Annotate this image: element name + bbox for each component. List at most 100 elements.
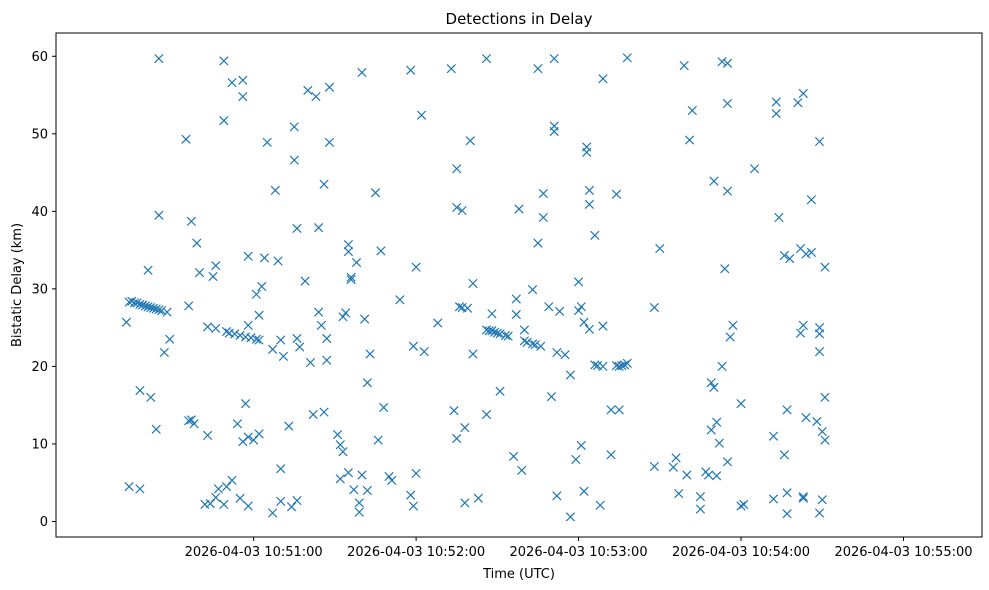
data-point [798,88,808,99]
data-point [308,409,318,420]
data-point [722,186,733,196]
data-point [232,419,243,429]
data-point [468,349,478,359]
data-point [457,205,467,216]
y-axis-ticks: 0 10 20 30 40 50 60 [31,50,56,530]
data-point [706,425,716,435]
data-point [276,496,286,506]
data-point [573,277,584,287]
data-point [305,357,316,368]
data-point [273,256,283,266]
data-point [295,342,305,352]
data-point [538,212,548,223]
data-point [582,142,592,152]
data-point [219,115,229,126]
data-point [186,415,197,425]
data-point [817,495,827,505]
data-point [530,340,540,350]
data-point [449,405,459,416]
data-point [527,339,538,349]
y-tick-label: 60 [31,50,48,65]
data-point [186,216,197,227]
data-point [536,341,546,351]
plot-area-frame [55,32,983,538]
data-point [151,304,161,314]
data-point [779,450,789,460]
data-point [238,75,248,85]
data-point [768,494,779,504]
data-point [316,320,326,330]
data-point [162,307,172,317]
data-point [622,358,632,368]
data-point [246,333,256,343]
data-point [159,347,169,358]
data-point [319,179,329,189]
data-point [227,475,237,486]
data-point [433,318,443,328]
data-point [782,405,792,415]
data-point [406,490,416,500]
data-point [254,310,264,320]
data-point [203,322,213,332]
data-point [335,474,345,484]
data-point [495,386,505,396]
data-point [709,176,719,186]
data-point [571,454,581,465]
data-point [785,254,795,264]
data-point [416,110,427,120]
data-point [552,491,562,501]
data-point [408,501,419,511]
data-point [332,430,343,440]
data-point [503,331,513,341]
data-point [121,317,132,327]
data-point [814,347,825,357]
data-point [219,499,229,510]
data-point [565,370,576,380]
data-point [257,281,267,292]
data-point [289,155,299,165]
data-point [709,382,719,392]
data-point [590,230,600,240]
data-point [365,349,375,359]
data-point [154,210,164,220]
data-point [460,423,470,433]
data-point [573,305,584,316]
data-point [230,329,240,339]
data-point [452,433,462,444]
data-point [129,298,140,308]
data-point [468,278,478,289]
data-point [259,253,270,263]
data-point [814,329,825,339]
data-point [300,276,310,286]
data-point [576,302,586,312]
x-tick-label: 2026-04-03 10:55:00 [834,545,972,560]
data-point [598,361,608,372]
data-point [338,312,348,322]
data-point [684,135,695,145]
data-point [376,246,386,256]
data-point [495,329,505,339]
data-point [611,189,622,199]
data-point [606,450,616,460]
data-point [354,507,364,517]
data-point [576,440,586,451]
data-point [314,307,324,317]
data-point [362,378,372,388]
data-point [695,504,706,514]
data-point [671,453,681,463]
data-point [208,271,218,282]
data-point [717,361,727,372]
data-point [221,326,232,337]
data-point [335,440,345,450]
data-point [798,493,808,503]
data-point [606,405,616,415]
data-point [720,264,730,274]
data-point [679,60,689,71]
data-point [411,262,421,272]
data-point [124,481,134,492]
data-point [251,334,261,344]
data-point [768,431,779,441]
data-point [522,337,532,348]
x-tick-label: 2026-04-03 10:51:00 [185,545,323,560]
data-point [565,512,576,522]
